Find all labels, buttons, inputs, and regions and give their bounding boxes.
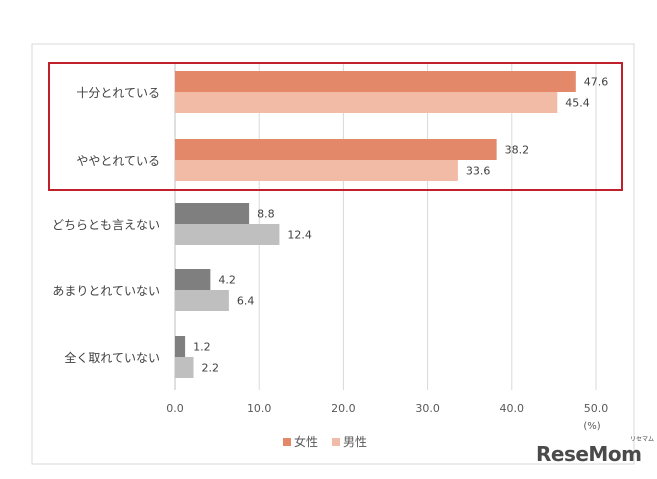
category-label: 十分とれている [76, 86, 160, 100]
bars [175, 71, 576, 378]
bar-value-label: 1.2 [193, 341, 211, 354]
bar-female [175, 203, 250, 224]
resemom-logo-text: ReseMom [536, 442, 642, 466]
category-label: ややとれている [76, 154, 160, 168]
bar-female [175, 336, 186, 357]
legend-swatch-male [332, 438, 340, 446]
bar-male [175, 357, 194, 378]
bar-value-labels: 47.6 38.2 8.8 4.2 1.2 45.4 33.6 12.4 6.4 2.2 [193, 76, 608, 375]
bar-male [175, 92, 558, 113]
category-label: あまりとれていない [52, 284, 160, 298]
bar-male [175, 160, 458, 181]
bar-value-label: 2.2 [202, 362, 220, 375]
bar-value-label: 47.6 [584, 76, 609, 89]
x-tick-label: 30.0 [415, 402, 440, 415]
bar-value-label: 33.6 [466, 165, 491, 178]
resemom-logo-subtext: リセマム [630, 436, 655, 443]
bar-female [175, 139, 497, 160]
legend-label-male: 男性 [343, 435, 367, 449]
bar-value-label: 8.8 [257, 208, 275, 221]
x-tick-label: 20.0 [331, 402, 356, 415]
x-tick-label: 10.0 [247, 402, 272, 415]
legend-label-female: 女性 [294, 434, 318, 449]
bar-female [175, 71, 576, 92]
category-label: どちらとも言えない [52, 218, 160, 232]
x-tick-label: 40.0 [500, 402, 525, 415]
chart-frame [31, 43, 635, 465]
bar-value-label: 45.4 [565, 97, 590, 110]
bar-value-label: 4.2 [218, 274, 236, 287]
legend-swatch-female [283, 438, 291, 446]
bar-value-label: 12.4 [287, 229, 312, 242]
resemom-logo: ReseMom リセマム [536, 432, 654, 472]
bar-female [175, 269, 211, 290]
bar-value-label: 38.2 [505, 144, 530, 157]
bar-male [175, 290, 229, 311]
x-axis-unit: (%) [583, 421, 600, 432]
x-tick-label: 0.0 [166, 402, 184, 415]
x-tick-label: 50.0 [584, 402, 609, 415]
x-tick-labels: 0.0 10.0 20.0 30.0 40.0 50.0 [166, 402, 608, 415]
highlight-box [48, 62, 623, 191]
gridlines [174, 63, 597, 390]
category-label: 全く取れていない [64, 350, 160, 365]
legend: 女性 男性 [283, 434, 367, 449]
bar-value-label: 6.4 [237, 295, 255, 308]
bar-male [175, 224, 280, 245]
